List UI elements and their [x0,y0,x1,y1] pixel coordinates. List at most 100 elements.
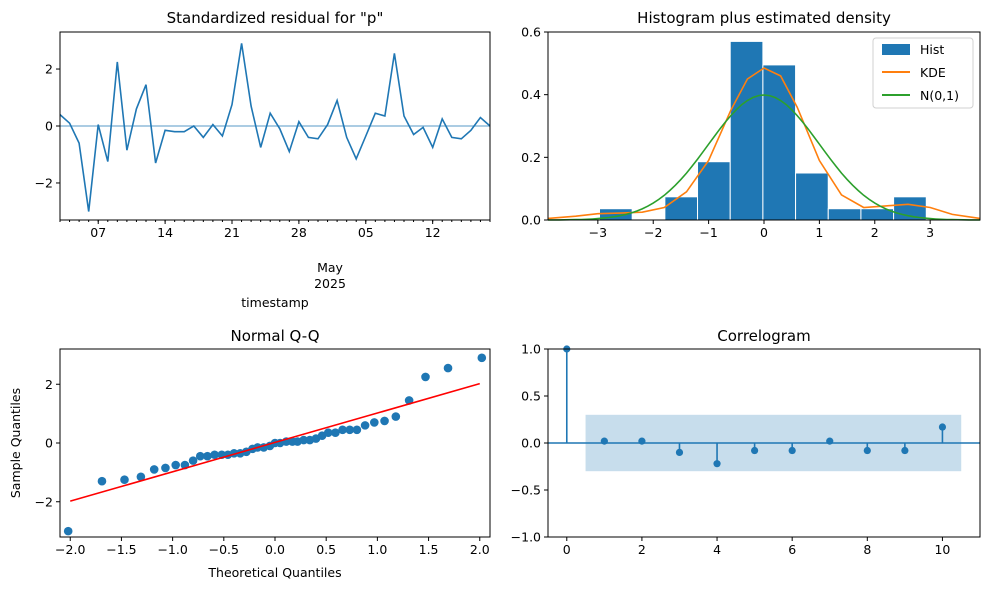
correlogram-title: Correlogram [717,327,810,345]
qq-point [345,425,355,435]
qq-x-tick-label: 2.0 [470,542,490,557]
qq-x-tick-label: −0.5 [209,542,239,557]
histogram-y-tick-label: 0.2 [521,150,541,165]
qq-point [161,463,170,473]
residual-series-line [59,43,491,212]
legend-kde-label: KDE [920,65,946,80]
histogram-x-tick-label: −3 [589,225,607,240]
acf-marker [600,437,608,445]
residual-title: Standardized residual for "p" [167,9,384,27]
qq-point [443,363,453,373]
residual-x-tick-label: 05 [358,225,374,240]
correlogram-plot-area: 0 2 4 6 8 10 −1.0 −0.5 0.0 0.5 1.0 [511,342,980,557]
acf-marker [788,446,796,455]
qq-point [338,425,347,435]
qq-point [171,460,180,470]
residual-year-label: 2025 [314,276,346,291]
qq-point [136,472,146,482]
qq-point [299,435,308,445]
correlogram-y-tick-label: −0.5 [511,483,541,498]
residual-y-tick-label: 2 [45,62,53,77]
qq-point [188,456,198,465]
legend-box [872,37,974,109]
normal-density-line [548,94,980,221]
correlogram-x-tick-label: 4 [713,542,721,557]
qq-x-axis-label: Theoretical Quantiles [207,565,341,580]
histogram-bar [729,40,764,221]
correlogram-panel: Correlogram 0 2 4 6 8 10 −1.0 −0.5 0.0 0.5 1.0 [511,327,981,557]
histogram-x-tick-label: −1 [699,225,717,240]
histogram-bar [827,208,862,221]
qq-point [360,421,370,430]
qq-point [195,451,205,461]
qq-x-tick-label: −1.0 [157,542,187,557]
residual-x-tick-label: 28 [291,225,307,240]
correlogram-y-tick-label: −1.0 [511,530,541,545]
acf-marker [901,446,909,455]
acf-marker [826,437,834,445]
qq-x-tick-label: −1.5 [106,542,136,557]
residual-x-tick-label: 07 [90,225,106,240]
qq-y-tick-label: −2 [35,494,53,509]
qq-point [120,475,129,485]
qq-point [370,418,379,427]
qq-point [63,526,73,536]
histogram-bar [664,196,699,221]
histogram-x-tick-label: 3 [926,225,934,240]
acf-marker [863,446,871,455]
qq-point [352,425,362,435]
qq-y-tick-label: 0 [45,436,53,451]
histogram-y-tick-label: 0.6 [521,25,541,40]
legend-hist-swatch [882,44,910,55]
legend-hist-label: Hist [920,42,944,57]
qq-point [323,428,333,438]
histogram-x-tick-label: 2 [871,225,879,240]
histogram-bar [697,161,731,221]
qq-point [331,428,340,438]
histogram-legend: Hist KDE N(0,1) [872,37,974,109]
residual-x-tick-label: 21 [224,225,240,240]
histogram-plot-area: −3 −2 −1 0 1 2 3 0.0 0.2 0.4 0.6 [521,25,981,240]
residual-panel: Standardized residual for "p" 07 14 21 28 05… [35,9,491,310]
qq-x-tick-label: 1.0 [367,542,387,557]
qq-panel: Normal Q-Q −2.0 −1.5 −1.0 −0.5 0.0 0.5 1.0 1.5 2… [8,327,491,580]
correlogram-x-tick-label: 10 [934,542,950,557]
acf-marker [938,423,947,431]
histogram-bar [795,172,829,221]
qq-plot-area: −2.0 −1.5 −1.0 −0.5 0.0 0.5 1.0 1.5 2.0 −2 0 2 [35,353,490,557]
qq-x-tick-label: 0.0 [265,542,285,557]
acf-marker [638,437,646,445]
qq-x-tick-label: 1.5 [419,542,439,557]
legend-normal-label: N(0,1) [920,88,959,103]
residual-plot-area: 07 14 21 28 05 12 −2 0 2 [35,43,491,240]
histogram-x-tick-label: −2 [644,225,662,240]
histogram-x-tick-label: 0 [760,225,768,240]
residual-y-tick-label: −2 [35,175,53,190]
residual-month-label: May [317,260,343,275]
qq-x-tick-label: −2.0 [55,542,85,557]
histogram-x-tick-label: 1 [815,225,823,240]
qq-point [421,372,430,382]
correlogram-x-tick-label: 6 [788,542,796,557]
histogram-y-tick-label: 0.4 [521,87,541,102]
qq-title: Normal Q-Q [230,327,319,345]
qq-frame [59,348,491,538]
residual-y-tick-label: 0 [45,119,53,134]
correlogram-y-tick-label: 1.0 [521,342,541,357]
correlogram-x-tick-label: 2 [638,542,646,557]
correlogram-y-tick-label: 0.5 [521,389,541,404]
histogram-frame [547,31,981,221]
residual-frame [59,31,491,221]
correlogram-frame [547,348,981,538]
residual-x-tick-label: 14 [157,225,173,240]
histogram-bar [762,64,797,221]
correlogram-x-tick-label: 8 [863,542,871,557]
kde-line [547,67,981,220]
histogram-title: Histogram plus estimated density [637,9,891,27]
qq-y-tick-label: 2 [45,377,53,392]
histogram-panel: Histogram plus estimated density −3 −2 −1 0… [521,9,981,240]
qq-point [203,451,212,461]
correlogram-y-tick-label: 0.0 [521,436,541,451]
qq-x-tick-label: 0.5 [316,542,336,557]
